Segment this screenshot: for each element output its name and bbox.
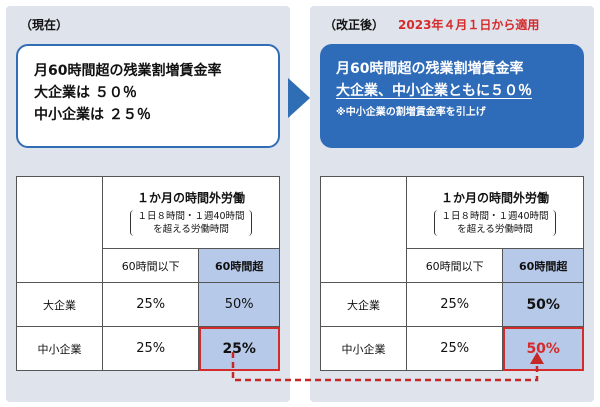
current-subtitle-line1: １日８時間・１週40時間 (137, 211, 245, 222)
current-col-under: 60時間以下 (101, 248, 200, 283)
revised-heading-row: （改正後） 2023年４月１日から適用 (324, 16, 539, 33)
revised-rate-table: １か月の時間外労働 １日８時間・１週40時間 を超える労働時間 60時間以下 6… (320, 176, 584, 371)
current-table-header: １か月の時間外労働 １日８時間・１週40時間 を超える労働時間 (102, 176, 280, 249)
current-callout-line2: 大企業は ５０％ (34, 85, 137, 101)
current-col-over: 60時間超 (198, 248, 280, 283)
current-row-large-label: 大企業 (16, 282, 103, 327)
arrow-right-icon (288, 78, 310, 118)
revised-callout-note: ※中小企業の割増賃金率を引上げ (336, 107, 486, 118)
revised-table-title: １か月の時間外労働 (440, 191, 549, 205)
revised-subtitle-line1: １日８時間・１週40時間 (441, 211, 549, 222)
revised-subtitle-line2: を超える労働時間 (457, 224, 533, 235)
current-row-sme-label: 中小企業 (16, 326, 103, 371)
current-row-sme-under: 25% (101, 326, 200, 371)
revised-effective-note: 2023年４月１日から適用 (398, 18, 540, 32)
revised-table-header: １か月の時間外労働 １日８時間・１週40時間 を超える労働時間 (406, 176, 584, 249)
revised-col-over: 60時間超 (502, 248, 584, 283)
current-callout-line1: 月60時間超の残業割増賃金率 (34, 63, 222, 79)
revised-row-large-over: 50% (502, 282, 584, 327)
current-table-title: １か月の時間外労働 (136, 191, 245, 205)
revised-corner-cell (320, 176, 407, 283)
revised-heading: （改正後） (324, 18, 385, 32)
current-callout: 月60時間超の残業割増賃金率 大企業は ５０％ 中小企業は ２５％ (16, 44, 280, 148)
revised-callout: 月60時間超の残業割増賃金率 大企業、中小企業ともに５０％ ※中小企業の割増賃金… (320, 44, 584, 148)
revised-row-large-under: 25% (405, 282, 504, 327)
current-table-subtitle: １日８時間・１週40時間 を超える労働時間 (130, 210, 252, 236)
current-panel: （現在） 月60時間超の残業割増賃金率 大企業は ５０％ 中小企業は ２５％ １… (6, 6, 290, 402)
revised-row-sme-under: 25% (405, 326, 504, 371)
revised-panel: （改正後） 2023年４月１日から適用 月60時間超の残業割増賃金率 大企業、中小… (310, 6, 594, 402)
current-subtitle-line2: を超える労働時間 (153, 224, 229, 235)
current-heading: （現在） (20, 18, 69, 32)
revised-row-large-label: 大企業 (320, 282, 407, 327)
current-rate-table: １か月の時間外労働 １日８時間・１週40時間 を超える労働時間 60時間以下 6… (16, 176, 280, 371)
revised-table-subtitle: １日８時間・１週40時間 を超える労働時間 (434, 210, 556, 236)
current-row-large-over: 50% (198, 282, 280, 327)
current-callout-line3: 中小企業は ２５％ (34, 107, 151, 123)
revised-callout-line1: 月60時間超の残業割増賃金率 (336, 61, 524, 77)
current-row-sme-over: 25% (198, 326, 280, 371)
revised-row-sme-label: 中小企業 (320, 326, 407, 371)
revised-callout-line2: 大企業、中小企業ともに５０％ (336, 83, 532, 99)
